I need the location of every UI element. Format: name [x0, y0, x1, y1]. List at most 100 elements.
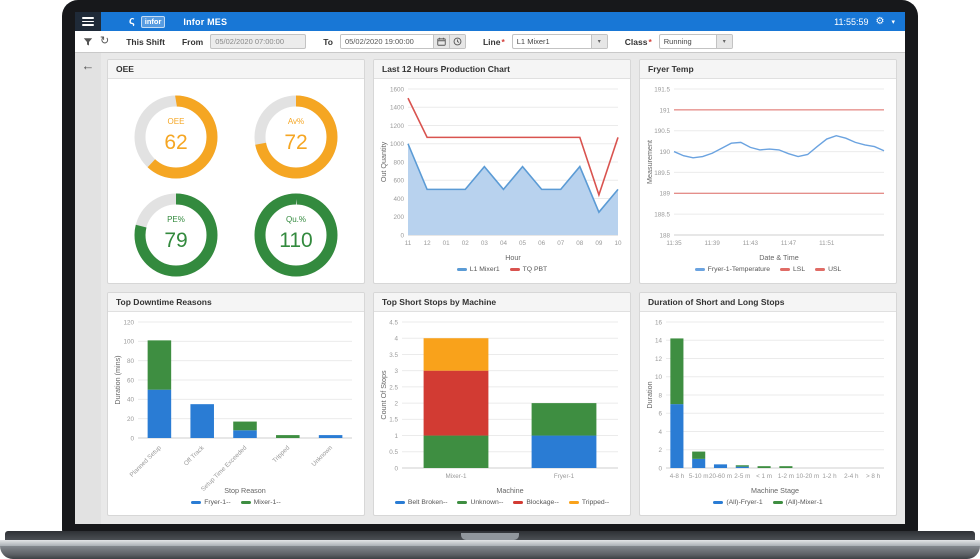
svg-text:120: 120: [123, 319, 134, 326]
svg-text:188: 188: [659, 232, 670, 239]
svg-text:Mixer-1: Mixer-1: [446, 473, 467, 480]
settings-caret-icon[interactable]: ▾: [891, 18, 895, 26]
gauge-grid: OEE 62 Av% 72 PE% 79 Qu.% 110: [129, 91, 343, 281]
legend-swatch: [509, 268, 520, 271]
svg-text:Tripped: Tripped: [271, 444, 291, 464]
svg-text:3: 3: [394, 368, 398, 375]
legend-label: Mixer-1--: [253, 498, 281, 506]
svg-text:1200: 1200: [390, 123, 405, 130]
svg-text:0: 0: [394, 465, 398, 472]
svg-text:190: 190: [659, 149, 670, 156]
svg-text:10-20 m: 10-20 m: [796, 473, 819, 480]
panel-production: Last 12 Hours Production Chart 0 200 400 60…: [373, 59, 631, 284]
svg-text:4: 4: [394, 335, 398, 342]
svg-text:8: 8: [658, 392, 662, 399]
filter-bar: ↻ This Shift From To Line*: [75, 31, 905, 53]
svg-text:Count Of Stops: Count Of Stops: [379, 370, 388, 420]
legend-swatch: [513, 500, 524, 504]
panel-stop-duration: Duration of Short and Long Stops 0 2 4 6 8 10…: [639, 291, 897, 516]
header-right: 11:55:59 ⚙ ▾: [834, 12, 905, 31]
short-stops-chart: 0 0.5 1 1.5 2 2.5 3 3.5 4 4.5 Mixer-1 Fryer-1 Machin…: [378, 314, 626, 506]
legend-swatch: [694, 268, 705, 271]
back-arrow-button[interactable]: ←: [81, 58, 95, 73]
legend-item[interactable]: Unknown--: [457, 499, 503, 506]
menu-button[interactable]: [75, 12, 101, 31]
svg-text:0: 0: [130, 435, 134, 442]
legend-label: Tripped--: [581, 498, 610, 506]
class-select-value: Running: [663, 37, 692, 46]
panel-short-stops-title: Top Short Stops by Machine: [374, 292, 630, 312]
to-label: To: [323, 36, 333, 47]
gauge-oee: OEE 62: [129, 91, 223, 183]
svg-text:4.5: 4.5: [389, 319, 398, 326]
svg-text:1600: 1600: [390, 86, 405, 93]
clock-button[interactable]: [448, 35, 465, 48]
svg-text:03: 03: [481, 240, 489, 247]
legend-label: Fryer-1--: [204, 498, 231, 506]
legend-item[interactable]: Fryer-1--: [191, 498, 231, 506]
svg-text:05: 05: [519, 240, 527, 247]
svg-text:60: 60: [127, 377, 135, 384]
line-select-caret-icon[interactable]: ▾: [590, 35, 607, 48]
svg-text:Date & Time: Date & Time: [759, 253, 799, 262]
svg-text:Stop Reason: Stop Reason: [224, 486, 266, 495]
svg-text:2: 2: [394, 400, 398, 407]
line-select-value: L1 Mixer1: [516, 37, 550, 46]
panel-oee-title: OEE: [108, 60, 364, 79]
svg-text:100: 100: [123, 338, 134, 345]
legend-item[interactable]: (All)-Mixer-1: [772, 499, 823, 506]
class-select[interactable]: Running ▾: [658, 34, 733, 49]
svg-text:10: 10: [614, 240, 622, 247]
gauge-qu: Qu.% 110: [249, 189, 343, 281]
svg-text:Av%: Av%: [288, 117, 304, 126]
class-label: Class*: [624, 36, 652, 47]
svg-text:09: 09: [595, 240, 603, 247]
legend-item[interactable]: TQ PBT: [509, 266, 547, 273]
calendar-button[interactable]: [432, 35, 449, 48]
svg-text:4: 4: [658, 428, 662, 435]
svg-text:Qu.%: Qu.%: [286, 215, 306, 224]
class-select-caret-icon[interactable]: ▾: [715, 35, 732, 48]
svg-text:80: 80: [127, 358, 135, 365]
legend-item[interactable]: Mixer-1--: [240, 498, 281, 506]
legend-swatch: [240, 500, 251, 504]
this-shift-button[interactable]: This Shift: [126, 36, 165, 47]
class-required-asterisk: *: [648, 36, 652, 47]
chart-legend: Fryer-1-Temperature LSL USL: [644, 266, 892, 273]
panel-fryer-temp: Fryer Temp 188 188.5 189 189.5 190 190.5 191 19…: [639, 59, 897, 284]
legend-item[interactable]: L1 Mixer1: [456, 266, 500, 273]
svg-text:11:43: 11:43: [743, 240, 759, 247]
legend-item[interactable]: Blockage--: [513, 499, 559, 506]
laptop-notch: [461, 533, 519, 540]
line-select[interactable]: L1 Mixer1 ▾: [511, 34, 608, 49]
svg-text:191.5: 191.5: [654, 86, 670, 93]
legend-item[interactable]: Tripped--: [568, 498, 610, 506]
oee-gauges-chart: OEE 62 Av% 72 PE% 79 Qu.% 110: [129, 81, 343, 281]
svg-text:< 1 m: < 1 m: [756, 473, 772, 480]
from-datetime-input[interactable]: [210, 34, 307, 49]
legend-item[interactable]: Belt Broken--: [394, 499, 447, 506]
legend-label: Fryer-1-Temperature: [707, 266, 770, 273]
to-datetime-input[interactable]: [340, 35, 433, 48]
svg-text:PE%: PE%: [167, 215, 185, 224]
panel-production-title: Last 12 Hours Production Chart: [374, 60, 630, 79]
legend-item[interactable]: (All)-Fryer-1: [713, 499, 763, 506]
svg-text:1400: 1400: [390, 105, 405, 112]
clock-display: 11:55:59: [834, 16, 869, 27]
svg-text:4-8 h: 4-8 h: [670, 473, 685, 480]
svg-text:OEE: OEE: [168, 117, 185, 126]
legend-label: L1 Mixer1: [469, 266, 500, 273]
svg-text:0.5: 0.5: [389, 449, 398, 456]
legend-item[interactable]: USL: [815, 266, 841, 273]
svg-text:11: 11: [405, 240, 412, 247]
settings-gear-icon[interactable]: ⚙: [875, 16, 885, 27]
legend-item[interactable]: Fryer-1-Temperature: [694, 266, 770, 273]
svg-text:40: 40: [127, 396, 135, 403]
filter-icon[interactable]: [83, 37, 93, 47]
legend-swatch: [780, 268, 790, 271]
refresh-icon[interactable]: ↻: [100, 35, 110, 47]
legend-item[interactable]: LSL: [780, 266, 805, 273]
panel-fryer-temp-title: Fryer Temp: [640, 60, 896, 79]
downtime-chart: 0 20 40 60 80 100 120 Planned Setup Off Track Set…: [112, 314, 360, 506]
svg-text:1-2 h: 1-2 h: [822, 473, 837, 480]
